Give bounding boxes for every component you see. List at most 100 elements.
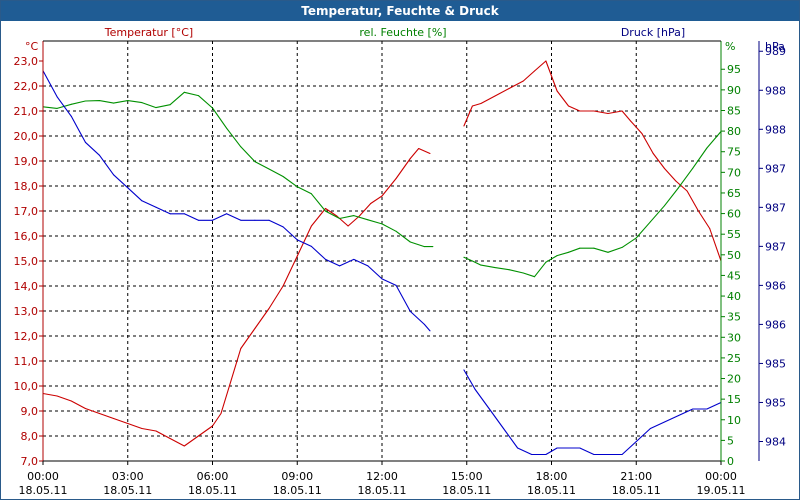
y-tick-label-humidity: 50	[727, 249, 741, 262]
data-point-temperature	[169, 438, 171, 439]
data-point-pressure	[84, 141, 86, 143]
y-tick-label-temperature: 18,0	[14, 180, 39, 193]
y-tick-label-pressure: 989	[765, 45, 786, 58]
data-point-humidity	[692, 167, 694, 169]
data-point-pressure	[474, 389, 476, 390]
data-point-temperature	[296, 255, 298, 257]
data-point-temperature	[621, 110, 623, 112]
data-point-pressure	[296, 239, 298, 241]
data-point-temperature	[228, 385, 230, 387]
data-point-humidity	[545, 261, 547, 263]
y-tick-label-humidity: 55	[727, 228, 741, 241]
data-point-humidity	[339, 218, 341, 219]
data-point-humidity	[423, 246, 425, 248]
data-point-temperature	[418, 148, 420, 149]
data-point-temperature	[675, 180, 677, 182]
data-point-pressure	[367, 265, 369, 267]
y-tick-label-humidity: 90	[727, 84, 741, 97]
data-point-temperature	[358, 215, 360, 217]
data-point-humidity	[649, 221, 651, 223]
data-point-pressure	[706, 408, 708, 410]
x-tick-label-date: 19.05.11	[697, 484, 746, 497]
data-point-humidity	[226, 127, 228, 129]
data-point-pressure	[531, 454, 533, 455]
y-tick-label-temperature: 21,0	[14, 105, 39, 118]
data-point-pressure	[197, 219, 199, 221]
data-point-humidity	[621, 246, 623, 248]
data-point-humidity	[113, 102, 115, 104]
x-tick-label-time: 12:00	[366, 470, 398, 483]
data-point-temperature	[697, 210, 699, 212]
series-line-pressure	[42, 70, 431, 332]
data-point-humidity	[84, 100, 86, 102]
y-tick-label-humidity: 10	[727, 414, 741, 427]
data-point-temperature	[471, 105, 473, 107]
data-point-pressure	[183, 213, 185, 215]
data-point-pressure	[212, 219, 213, 221]
y-axis-unit-pressure: hPa	[765, 40, 785, 53]
data-point-pressure	[545, 454, 547, 455]
y-tick-label-pressure: 986	[765, 279, 786, 292]
data-point-temperature	[212, 425, 213, 427]
data-point-humidity	[607, 251, 609, 253]
data-point-pressure	[127, 187, 129, 189]
y-tick-label-temperature: 15,0	[14, 255, 39, 268]
data-point-humidity	[70, 103, 72, 105]
y-tick-label-humidity: 70	[727, 166, 741, 179]
y-tick-label-temperature: 22,0	[14, 80, 39, 93]
data-point-humidity	[593, 247, 595, 249]
data-point-humidity	[579, 247, 581, 249]
data-point-pressure	[268, 219, 270, 221]
data-point-pressure	[141, 200, 143, 202]
y-tick-label-humidity: 25	[727, 352, 741, 365]
data-point-humidity	[56, 107, 58, 109]
data-point-temperature	[494, 95, 496, 97]
data-point-pressure	[568, 447, 569, 449]
legend-humidity: rel. Feuchte [%]	[359, 26, 446, 39]
data-point-temperature	[141, 428, 143, 429]
y-tick-label-temperature: 14,0	[14, 280, 39, 293]
y-tick-label-humidity: 5	[727, 434, 734, 447]
data-point-pressure	[282, 226, 284, 228]
data-point-temperature	[282, 285, 284, 287]
data-point-humidity	[635, 237, 637, 239]
data-point-temperature	[429, 153, 431, 154]
series-line-temperature	[42, 147, 431, 447]
y-tick-label-temperature: 19,0	[14, 155, 39, 168]
y-tick-label-temperature: 16,0	[14, 230, 39, 243]
y-tick-label-pressure: 984	[765, 435, 786, 448]
x-tick-label-time: 03:00	[112, 470, 144, 483]
y-tick-label-temperature: 10,0	[14, 380, 39, 393]
data-point-temperature	[607, 113, 609, 114]
x-tick-label-time: 00:00	[705, 470, 737, 483]
data-point-temperature	[556, 90, 558, 92]
grid	[43, 41, 721, 461]
data-point-temperature	[56, 395, 58, 397]
data-point-pressure	[423, 323, 425, 325]
axes-group	[39, 40, 763, 465]
data-point-pressure	[395, 284, 397, 286]
data-point-temperature	[325, 208, 326, 209]
data-point-humidity	[155, 107, 157, 109]
y-tick-label-humidity: 80	[727, 125, 741, 138]
y-tick-label-pressure: 985	[765, 357, 786, 370]
data-point-pressure	[607, 454, 609, 455]
data-point-pressure	[99, 154, 100, 156]
data-point-humidity	[432, 246, 434, 248]
data-point-temperature	[268, 308, 270, 309]
x-tick-label-date: 18.05.11	[527, 484, 576, 497]
data-point-temperature	[463, 125, 465, 127]
data-point-pressure	[240, 219, 242, 221]
data-point-temperature	[240, 348, 242, 349]
data-point-temperature	[545, 60, 547, 62]
data-point-humidity	[706, 147, 708, 149]
data-point-temperature	[568, 105, 569, 107]
y-tick-label-humidity: 30	[727, 331, 741, 344]
data-point-pressure	[353, 258, 355, 260]
data-point-humidity	[212, 107, 213, 109]
data-point-temperature	[310, 225, 312, 227]
data-point-temperature	[522, 80, 524, 82]
series-line-pressure	[463, 369, 722, 456]
data-point-temperature	[347, 225, 349, 227]
data-point-temperature	[480, 103, 482, 104]
